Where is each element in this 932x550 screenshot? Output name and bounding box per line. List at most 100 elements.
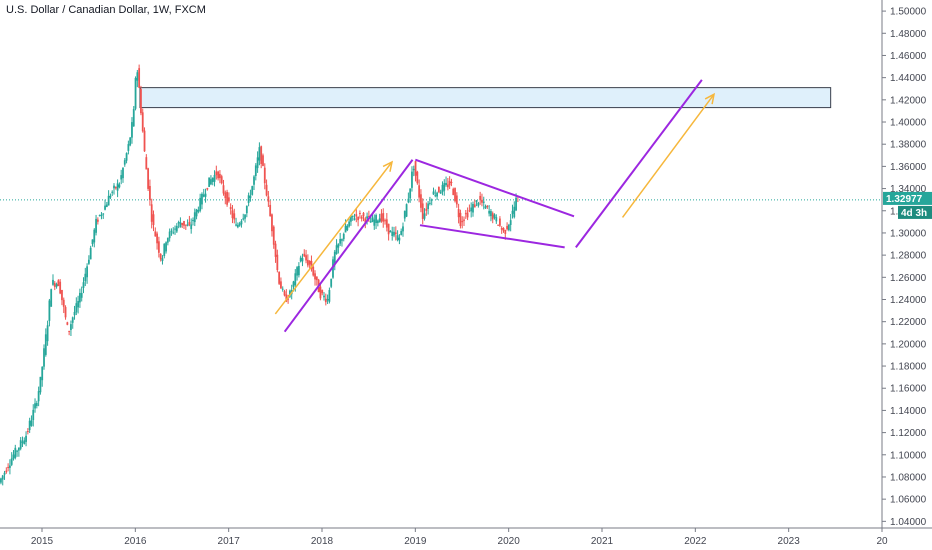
candle-body — [305, 255, 307, 261]
candle-body — [16, 450, 18, 452]
candle-body — [375, 215, 377, 223]
candle-body — [328, 290, 331, 302]
candle-body — [507, 224, 510, 231]
candle-body — [242, 218, 245, 220]
candle-body — [179, 222, 182, 228]
candle-body — [443, 183, 446, 191]
pattern-trendline[interactable] — [414, 158, 575, 218]
candle-body — [66, 322, 69, 325]
projection-arrow[interactable] — [274, 161, 393, 315]
candle-body — [359, 212, 361, 214]
candle-body — [326, 299, 329, 301]
candle-body — [122, 167, 124, 179]
candle-body — [497, 224, 500, 226]
candle-body — [407, 198, 410, 203]
y-tick-label: 1.44000 — [890, 73, 927, 84]
candle-body — [382, 213, 385, 222]
candle-body — [140, 89, 142, 114]
candle-body — [330, 278, 333, 287]
candle-body — [384, 220, 386, 222]
candle-body — [292, 281, 295, 287]
pattern-trendline[interactable] — [575, 79, 703, 248]
y-tick-label: 1.48000 — [890, 29, 927, 40]
candle-body — [262, 155, 264, 166]
candle-body — [457, 209, 460, 218]
candle-body — [227, 197, 230, 202]
projection-arrow[interactable] — [621, 93, 715, 218]
candle-body — [251, 186, 254, 195]
candle-body — [446, 184, 449, 188]
pattern-trendline[interactable] — [283, 159, 414, 333]
candle-body — [190, 224, 193, 230]
candle-body — [0, 478, 2, 483]
candle-body — [271, 214, 273, 232]
candle-body — [362, 212, 365, 217]
candle-body — [100, 214, 103, 216]
candle-body — [59, 281, 62, 294]
candle-body — [429, 202, 431, 204]
candle-body — [323, 295, 325, 298]
candle-body — [475, 200, 478, 202]
candle-body — [319, 286, 322, 299]
candle-body — [80, 293, 83, 298]
y-tick-label: 1.34000 — [890, 184, 927, 195]
y-tick-label: 1.16000 — [890, 384, 927, 395]
y-tick-label: 1.30000 — [890, 228, 927, 239]
candle-body — [170, 230, 173, 232]
candle-body — [52, 279, 54, 285]
pattern-trendline[interactable] — [419, 224, 565, 249]
x-tick-label: 20 — [876, 536, 888, 547]
plot-area[interactable] — [0, 64, 882, 486]
candle-body — [346, 225, 349, 231]
candle-body — [215, 171, 218, 176]
candle-body — [432, 191, 435, 195]
candle-body — [220, 176, 223, 184]
candle-body — [267, 196, 270, 202]
x-axis[interactable]: 2015 2016 2017 2018 2019 2020 2021 2022 2023 20 — [0, 527, 932, 547]
candle-body — [46, 325, 49, 342]
candle-body — [199, 197, 202, 211]
candle-body — [389, 230, 392, 233]
candle-body — [335, 245, 338, 254]
candle-body — [473, 204, 476, 208]
candle-body — [109, 195, 112, 198]
candle-body — [254, 165, 257, 177]
candle-body — [219, 173, 221, 179]
candle-body — [391, 231, 394, 236]
candle-body — [499, 218, 501, 226]
candle-body — [342, 233, 345, 240]
candle-body — [98, 215, 101, 217]
y-tick-label: 1.14000 — [890, 406, 927, 417]
candle-body — [177, 222, 180, 224]
x-tick-label: 2018 — [311, 536, 334, 547]
y-axis[interactable]: 1.50000 1.48000 1.46000 1.44000 1.42000 1.400… — [881, 0, 927, 528]
candle-body — [175, 225, 178, 232]
candle-body — [152, 214, 155, 225]
candle-body — [314, 273, 316, 280]
candle-body — [222, 185, 225, 194]
candle-body — [423, 213, 426, 219]
candle-body — [17, 447, 20, 451]
candle-body — [421, 203, 424, 219]
candle-body — [439, 191, 442, 194]
candle-body — [321, 290, 324, 294]
candle-body — [461, 220, 464, 223]
candle-body — [387, 223, 390, 235]
candle-body — [141, 112, 144, 132]
candle-body — [104, 205, 106, 210]
candle-body — [509, 220, 512, 225]
candle-body — [95, 218, 97, 233]
candle-body — [125, 153, 128, 161]
candle-body — [364, 218, 367, 223]
candle-body — [50, 289, 53, 307]
x-tick-label: 2016 — [124, 536, 147, 547]
candle-body — [12, 454, 15, 459]
supply-zone-box[interactable] — [139, 87, 832, 109]
y-tick-label: 1.36000 — [890, 162, 927, 173]
x-tick-label: 2017 — [218, 536, 241, 547]
candle-body — [238, 223, 241, 226]
candle-body — [357, 216, 360, 221]
candle-body — [34, 403, 36, 409]
candle-body — [195, 209, 198, 217]
